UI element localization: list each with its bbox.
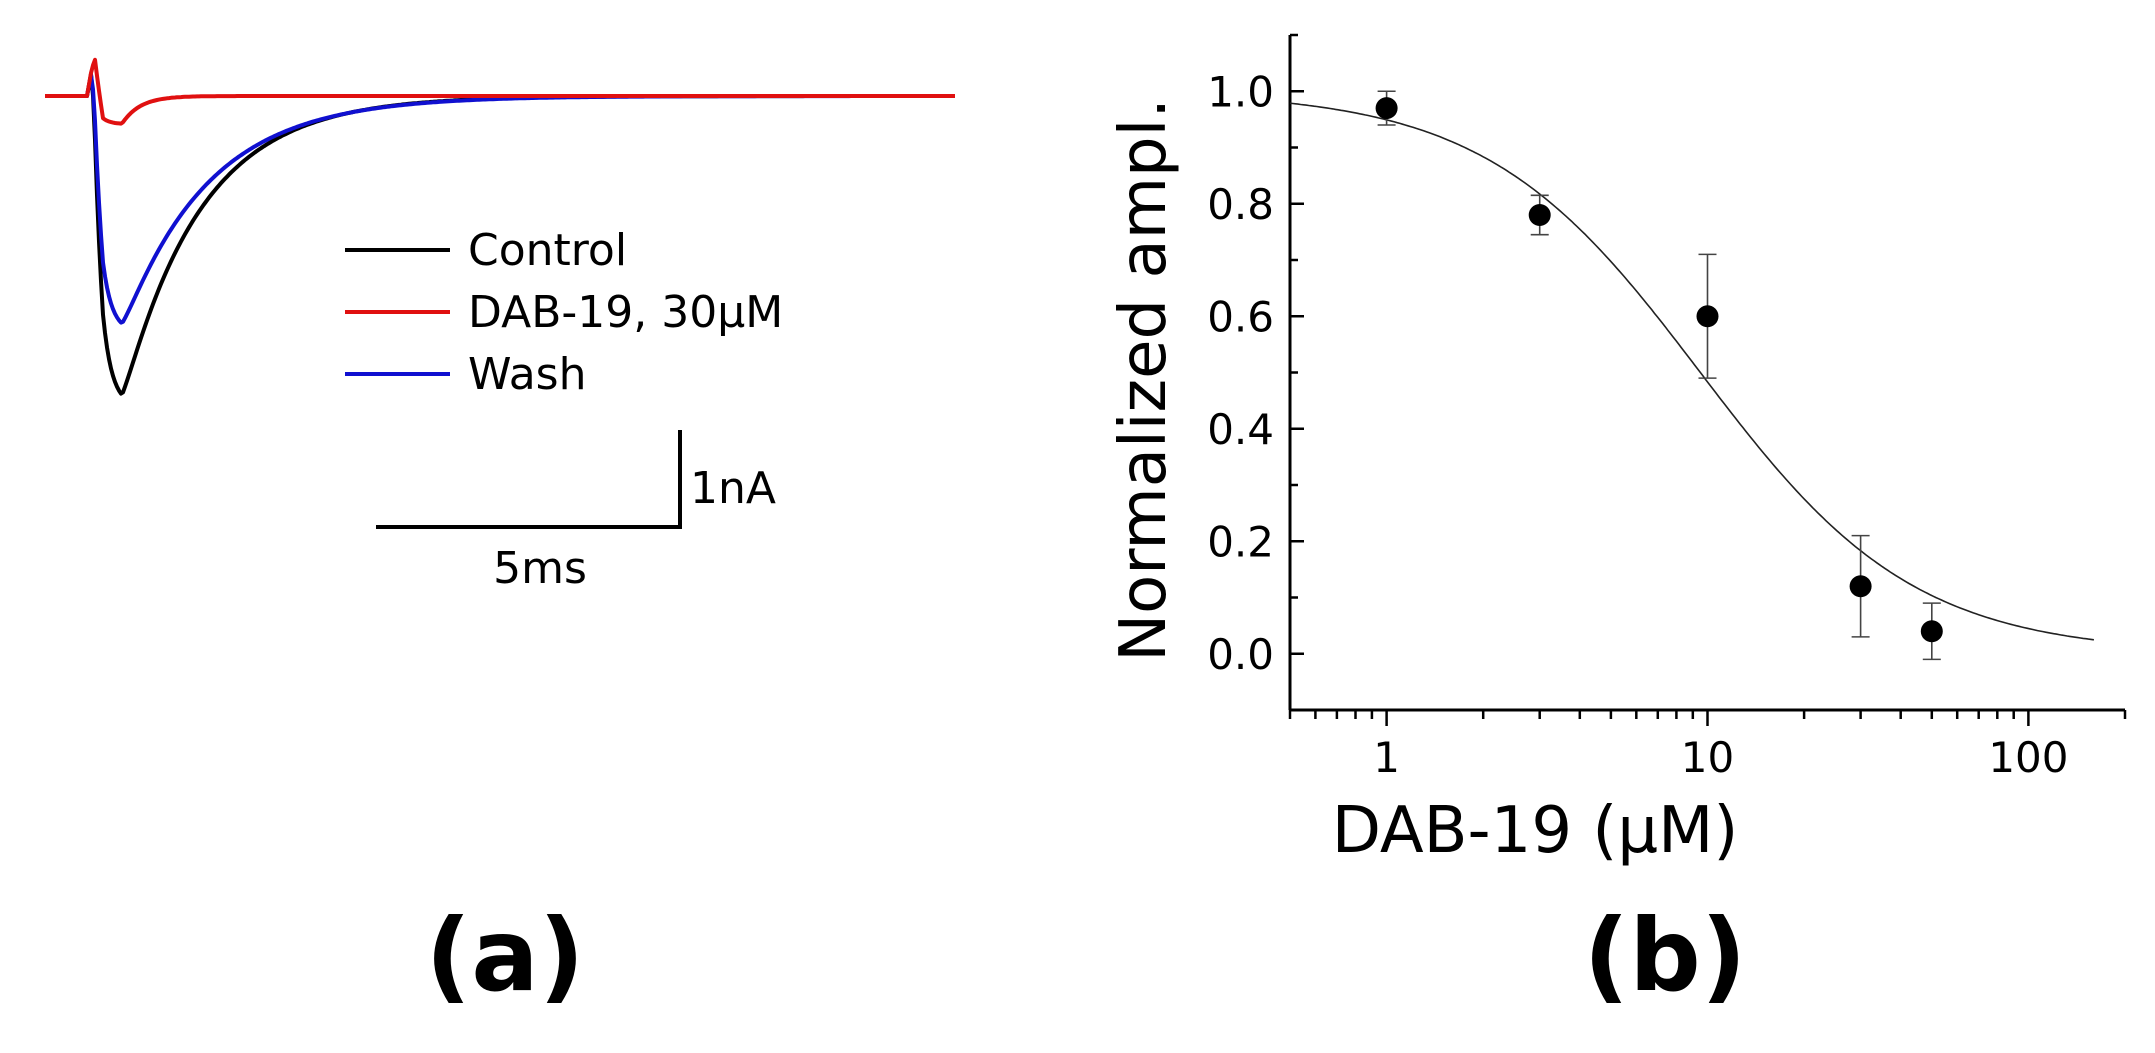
trace-wash bbox=[45, 73, 955, 325]
y-tick-label: 0.2 bbox=[1207, 517, 1274, 566]
x-tick-label: 10 bbox=[1681, 733, 1734, 782]
data-point bbox=[1920, 620, 1943, 643]
scale-bar-time-label: 5ms bbox=[493, 543, 587, 594]
x-tick-label: 100 bbox=[1988, 733, 2068, 782]
panel-b: 0.0 0.2 0.4 0.6 0.8 1.0 1 10 100 DAB-19 (μM) Nor… bbox=[1107, 33, 2127, 1014]
y-tick-label: 1.0 bbox=[1207, 67, 1274, 116]
data-point bbox=[1375, 97, 1398, 120]
scale-bar: 1nA 5ms bbox=[376, 430, 776, 594]
axes: 0.0 0.2 0.4 0.6 0.8 1.0 1 10 100 bbox=[1207, 33, 2127, 782]
y-axis-label: Normalized ampl. bbox=[1107, 98, 1181, 662]
x-axis-label: DAB-19 (μM) bbox=[1332, 794, 1739, 868]
x-tick-label: 1 bbox=[1373, 733, 1400, 782]
panel-label-a: (a) bbox=[426, 897, 585, 1014]
legend-label-dab19: DAB-19, 30μM bbox=[468, 287, 783, 338]
y-tick-label: 0.0 bbox=[1207, 630, 1274, 679]
fit-curve bbox=[1289, 102, 2095, 641]
data-point-group bbox=[1696, 253, 1719, 379]
data-point bbox=[1528, 204, 1551, 226]
y-tick-label: 0.6 bbox=[1207, 292, 1274, 341]
data-point bbox=[1696, 305, 1719, 328]
panel-label-b: (b) bbox=[1584, 897, 1747, 1014]
legend-label-wash: Wash bbox=[468, 349, 586, 400]
data-point-group bbox=[1375, 90, 1398, 126]
fit-curve-group bbox=[1289, 102, 2095, 641]
data-point bbox=[1849, 575, 1872, 598]
legend: Control DAB-19, 30μM Wash bbox=[345, 225, 783, 400]
legend-label-control: Control bbox=[468, 225, 627, 276]
scale-bar-current-label: 1nA bbox=[690, 463, 776, 514]
panel-a: Control DAB-19, 30μM Wash 1nA 5ms (a) bbox=[45, 57, 955, 1014]
data-point-group bbox=[1528, 194, 1551, 236]
y-tick-label: 0.4 bbox=[1207, 405, 1274, 454]
trace-dab19 bbox=[45, 57, 955, 126]
data-point-group bbox=[1849, 534, 1872, 638]
y-tick-label: 0.8 bbox=[1207, 180, 1274, 229]
data-points bbox=[1375, 90, 1943, 661]
data-point-group bbox=[1920, 602, 1943, 661]
